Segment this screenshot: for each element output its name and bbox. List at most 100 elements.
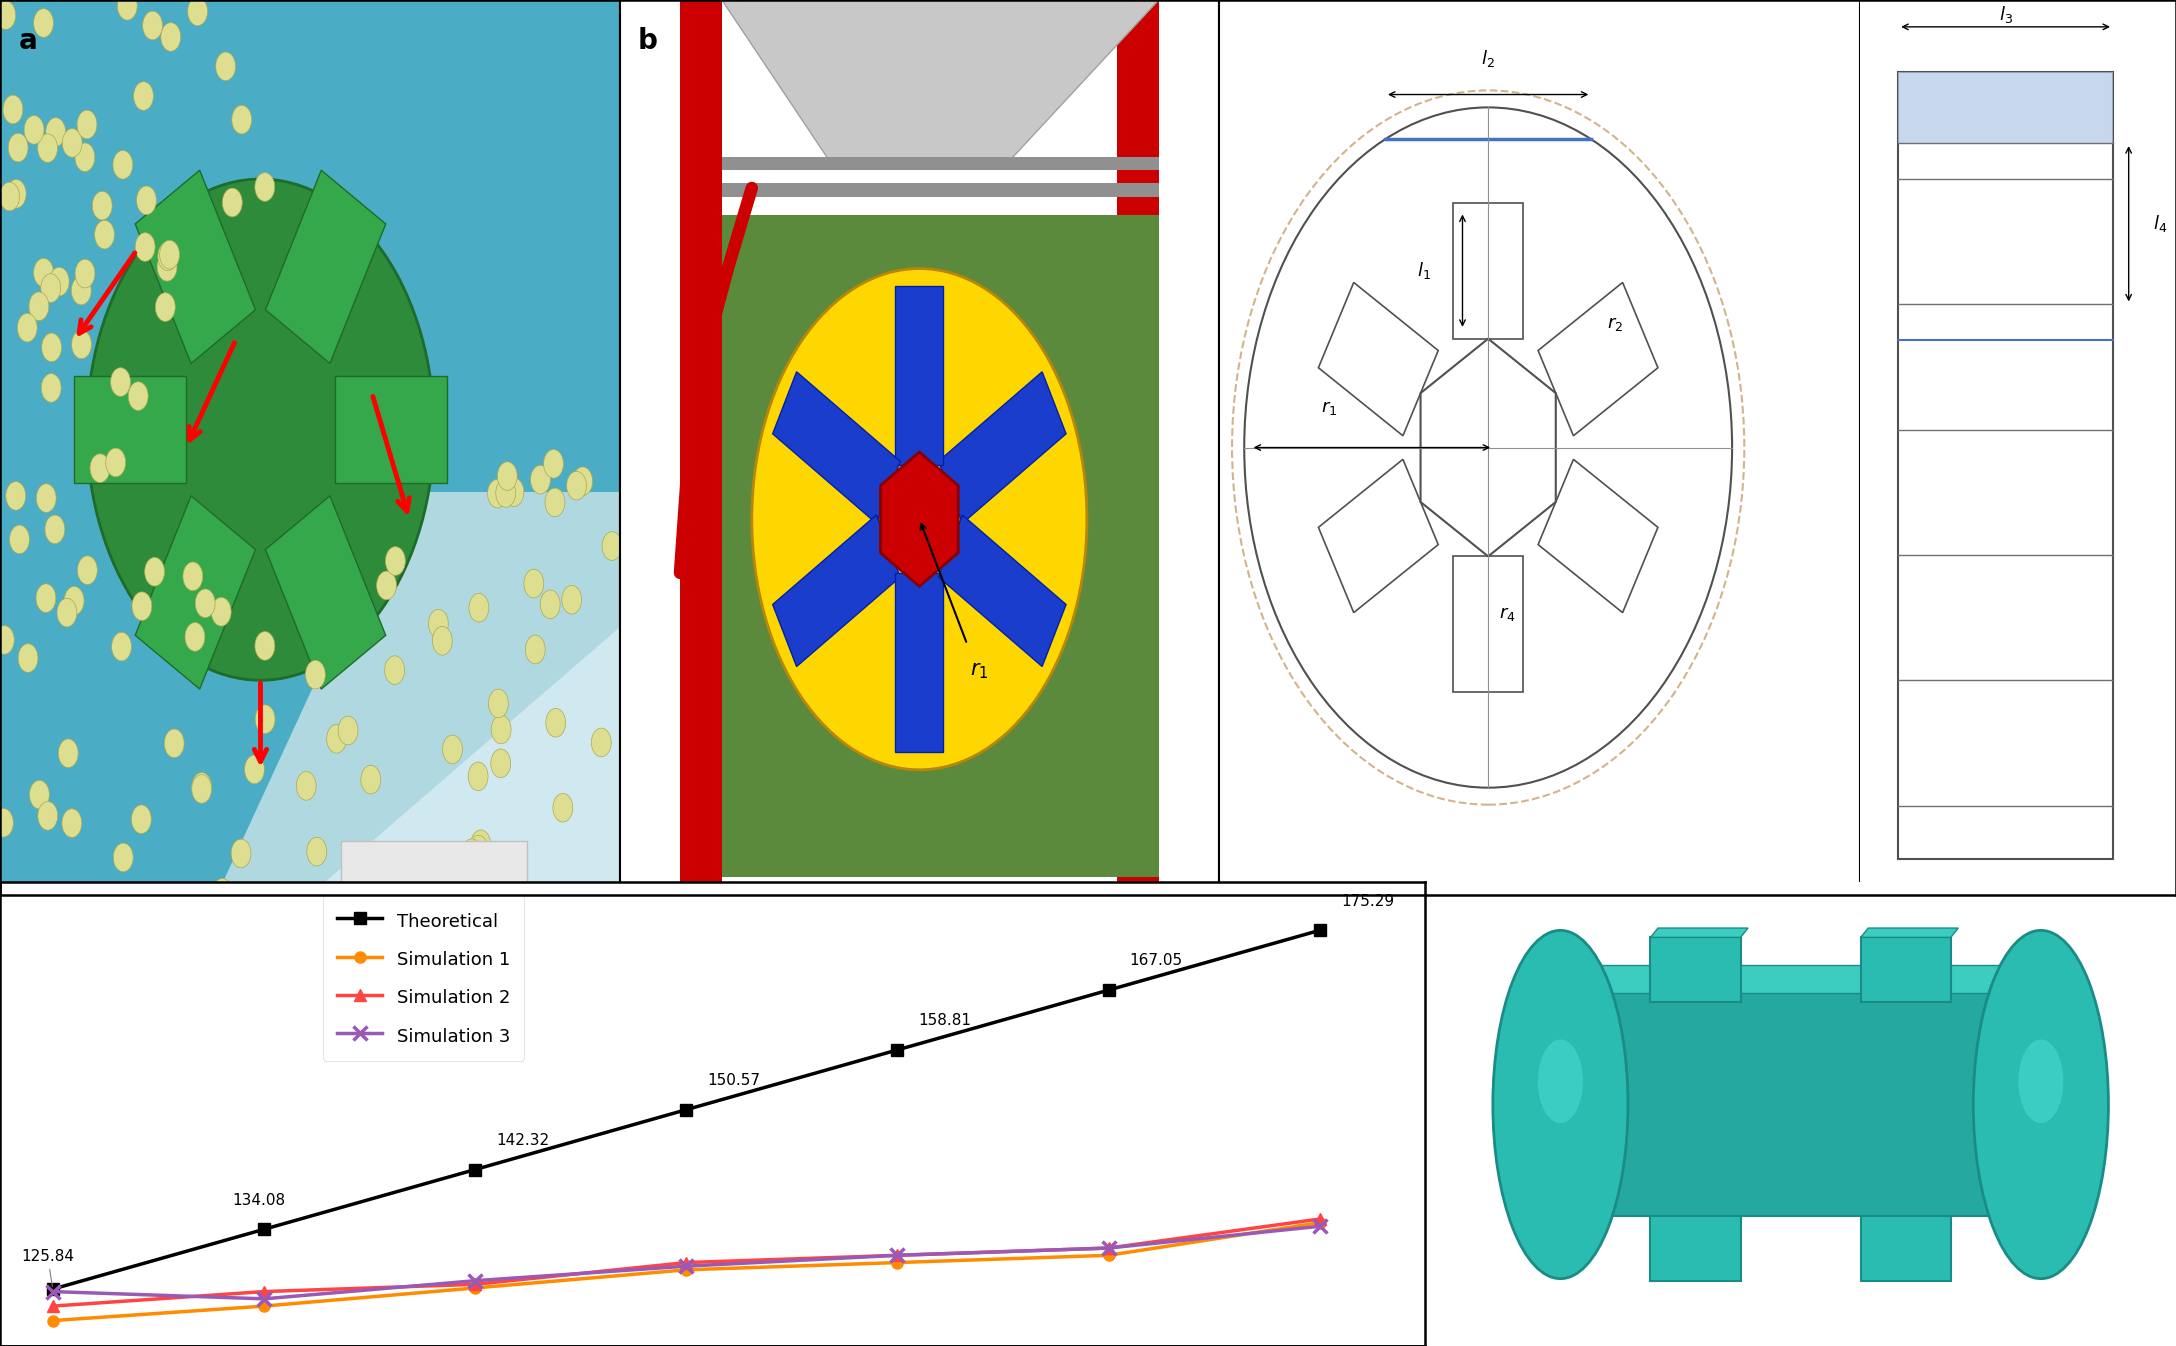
- Polygon shape: [265, 495, 385, 689]
- Circle shape: [433, 626, 453, 656]
- Circle shape: [111, 633, 131, 661]
- Circle shape: [76, 110, 98, 139]
- Circle shape: [442, 876, 461, 906]
- Bar: [1860, 937, 1950, 1003]
- Simulation 2: [39, 1298, 65, 1314]
- Polygon shape: [1652, 929, 1747, 937]
- Circle shape: [307, 837, 326, 865]
- Circle shape: [213, 879, 233, 907]
- Polygon shape: [772, 371, 901, 524]
- Circle shape: [154, 292, 176, 322]
- Text: 167.05: 167.05: [1129, 953, 1184, 968]
- Circle shape: [337, 716, 359, 744]
- Circle shape: [37, 801, 57, 830]
- Circle shape: [603, 532, 622, 560]
- Circle shape: [61, 809, 83, 837]
- Text: a: a: [20, 27, 37, 55]
- Circle shape: [531, 466, 551, 494]
- Polygon shape: [938, 516, 1066, 666]
- Circle shape: [211, 598, 231, 626]
- Simulation 1: [250, 1298, 276, 1314]
- Circle shape: [37, 133, 57, 163]
- Simulation 3: [1306, 1218, 1332, 1234]
- Simulation 3: [250, 1291, 276, 1307]
- Theoretical: [883, 1042, 910, 1058]
- Simulation 2: [1306, 1211, 1332, 1228]
- Text: 134.08: 134.08: [233, 1193, 285, 1207]
- Circle shape: [185, 623, 205, 651]
- Ellipse shape: [1538, 1039, 1582, 1123]
- Circle shape: [144, 11, 163, 40]
- Polygon shape: [722, 0, 1160, 162]
- Simulation 2: [1095, 1240, 1121, 1256]
- Circle shape: [137, 186, 157, 214]
- Circle shape: [76, 260, 96, 288]
- Circle shape: [385, 546, 405, 575]
- Circle shape: [572, 467, 592, 495]
- Circle shape: [196, 590, 215, 618]
- Theoretical: [672, 1101, 698, 1117]
- Text: b: b: [638, 27, 657, 55]
- Simulation 1: [461, 1280, 487, 1296]
- Circle shape: [0, 182, 20, 211]
- Circle shape: [470, 830, 490, 859]
- Polygon shape: [342, 841, 527, 895]
- Polygon shape: [897, 573, 944, 752]
- Circle shape: [133, 592, 152, 621]
- Circle shape: [7, 179, 26, 209]
- Line: Theoretical: Theoretical: [48, 925, 1325, 1295]
- Polygon shape: [135, 170, 255, 363]
- Circle shape: [91, 191, 113, 219]
- Bar: [1560, 993, 2041, 1215]
- Circle shape: [57, 599, 76, 627]
- Circle shape: [553, 793, 572, 822]
- Circle shape: [9, 525, 30, 553]
- Circle shape: [592, 728, 611, 756]
- Circle shape: [87, 179, 435, 680]
- Circle shape: [94, 221, 115, 249]
- Bar: [1652, 937, 1741, 1003]
- Simulation 3: [39, 1284, 65, 1300]
- Bar: [722, 183, 1160, 197]
- Circle shape: [89, 454, 111, 482]
- Circle shape: [183, 563, 202, 591]
- Circle shape: [65, 587, 85, 615]
- Circle shape: [361, 766, 381, 794]
- Text: $l_1$: $l_1$: [1417, 260, 1432, 281]
- Circle shape: [161, 23, 181, 51]
- Circle shape: [28, 292, 48, 320]
- Circle shape: [165, 730, 185, 758]
- Simulation 2: [250, 1284, 276, 1300]
- Circle shape: [131, 805, 152, 833]
- Polygon shape: [265, 170, 385, 363]
- Simulation 3: [672, 1259, 698, 1275]
- Text: $r_4$: $r_4$: [1499, 604, 1517, 623]
- Polygon shape: [1860, 929, 1958, 937]
- Circle shape: [215, 52, 235, 81]
- Circle shape: [496, 479, 516, 507]
- Ellipse shape: [2019, 1039, 2063, 1123]
- Theoretical: [39, 1281, 65, 1298]
- Circle shape: [244, 755, 265, 783]
- Theoretical: [250, 1221, 276, 1237]
- Theoretical: [1306, 922, 1332, 938]
- Circle shape: [442, 735, 461, 763]
- Circle shape: [41, 273, 61, 303]
- Polygon shape: [1560, 965, 2041, 993]
- Line: Simulation 1: Simulation 1: [48, 1217, 1325, 1326]
- Simulation 1: [1306, 1214, 1332, 1230]
- Polygon shape: [74, 376, 185, 483]
- Circle shape: [191, 773, 211, 801]
- Circle shape: [383, 874, 403, 903]
- Circle shape: [0, 626, 15, 654]
- Circle shape: [113, 151, 133, 179]
- Polygon shape: [309, 627, 620, 895]
- Circle shape: [46, 516, 65, 544]
- Circle shape: [487, 479, 507, 507]
- Theoretical: [461, 1162, 487, 1178]
- Circle shape: [37, 584, 57, 612]
- Circle shape: [385, 656, 405, 685]
- Simulation 1: [1095, 1248, 1121, 1264]
- Circle shape: [222, 188, 242, 217]
- Text: $r_2$: $r_2$: [1606, 315, 1623, 334]
